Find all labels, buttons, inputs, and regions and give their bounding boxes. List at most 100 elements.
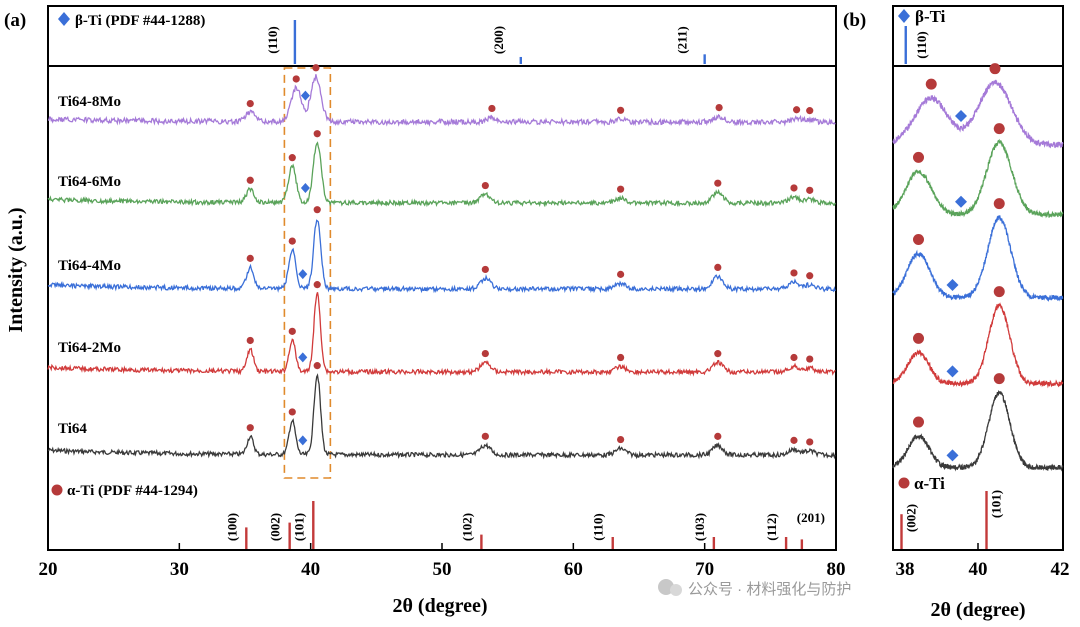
alpha-ref-hkl-label: (100) xyxy=(224,513,239,541)
xrd-curve-ti64 xyxy=(47,373,836,460)
alpha-peak-marker xyxy=(288,237,296,245)
alpha-peak-marker xyxy=(488,104,496,113)
x-tick-label-b: 38 xyxy=(896,559,915,580)
series-label: Ti64 xyxy=(58,421,87,437)
alpha-ti-legend-b-circle-icon xyxy=(898,477,910,489)
x-tick-label-a: 70 xyxy=(695,559,714,580)
alpha-peak-marker xyxy=(617,353,625,362)
alpha-peak-marker xyxy=(246,100,254,108)
alpha-peak-marker xyxy=(312,64,320,72)
alpha-peak-marker-b xyxy=(925,78,937,90)
alpha-peak-marker xyxy=(617,185,625,193)
alpha-peak-marker xyxy=(288,327,296,335)
alpha-peak-marker xyxy=(292,75,300,83)
alpha-ref-hkl-label: (102) xyxy=(459,513,474,541)
beta-peak-marker-b xyxy=(955,195,967,208)
x-tick-label-a: 80 xyxy=(827,559,846,580)
alpha-peak-marker xyxy=(714,179,722,187)
alpha-peak-marker-b xyxy=(989,63,1001,75)
alpha-ti-legend-circle-icon xyxy=(51,484,63,496)
beta-ti-legend-b-diamond-icon xyxy=(898,9,910,23)
panel-label-a: (a) xyxy=(4,10,26,31)
alpha-peak-marker xyxy=(481,432,489,440)
alpha-peak-marker xyxy=(806,107,814,115)
alpha-ti-legend-label: α-Ti (PDF #44-1294) xyxy=(67,483,198,499)
alpha-ref-hkl-label: (103) xyxy=(692,513,707,541)
series-label: Ti64-2Mo xyxy=(58,340,121,356)
x-tick-label-a: 60 xyxy=(564,559,583,580)
beta-ti-legend-label: β-Ti (PDF #44-1288) xyxy=(75,13,205,29)
alpha-peak-marker xyxy=(714,263,722,271)
x-tick-label-b: 40 xyxy=(969,559,988,580)
watermark-logo-icon-2 xyxy=(670,584,682,596)
beta-ti-legend-b-label: β-Ti xyxy=(915,7,946,26)
peak-markers xyxy=(246,63,1005,462)
xrd-zoom-curve-ti64-6mo xyxy=(892,138,1064,219)
beta-ref-hkl-label: (110) xyxy=(265,26,280,53)
alpha-peak-marker xyxy=(790,269,798,277)
beta-ref-hkl-label: (211) xyxy=(675,26,690,53)
alpha-peak-marker xyxy=(806,272,814,280)
alpha-ti-legend-b-label: α-Ti xyxy=(914,474,945,493)
alpha-peak-marker-b xyxy=(913,234,924,246)
x-tick-label-b: 42 xyxy=(1051,559,1070,580)
alpha-peak-marker xyxy=(313,362,321,370)
alpha-ref-hkl-label-b: (101) xyxy=(989,490,1004,518)
alpha-peak-marker xyxy=(715,103,723,112)
x-tick-label-a: 20 xyxy=(39,559,58,580)
alpha-peak-marker xyxy=(790,353,798,362)
alpha-ref-hkl-label: (110) xyxy=(591,513,606,540)
alpha-peak-marker xyxy=(790,184,798,192)
panel-a-plot-frame xyxy=(47,65,837,551)
alpha-peak-marker-b xyxy=(913,151,924,163)
alpha-peak-marker xyxy=(481,349,489,358)
alpha-ref-hkl-label-b: (002) xyxy=(904,504,919,532)
alpha-ref-hkl-label: (002) xyxy=(268,513,283,541)
beta-peak-marker xyxy=(300,182,310,193)
alpha-peak-marker xyxy=(313,281,321,289)
alpha-peak-marker xyxy=(806,355,814,363)
xrd-zoom-curve-ti64-8mo xyxy=(892,79,1064,149)
xrd-zoom-curve-ti64 xyxy=(892,389,1064,472)
beta-peak-marker-b xyxy=(946,449,959,462)
alpha-peak-marker xyxy=(714,350,722,358)
alpha-ref-hkl-label: (112) xyxy=(764,513,779,540)
alpha-peak-marker-b xyxy=(993,198,1005,210)
alpha-peak-marker xyxy=(246,424,254,432)
beta-peak-marker xyxy=(300,90,310,101)
alpha-peak-marker xyxy=(288,408,296,416)
alpha-peak-marker-b xyxy=(993,373,1005,385)
beta-peak-marker-b xyxy=(955,110,967,123)
xrd-curve-ti64-8mo xyxy=(47,74,836,127)
x-tick-label-a: 30 xyxy=(170,559,189,580)
x-tick-label-a: 40 xyxy=(301,559,320,580)
alpha-peak-marker xyxy=(806,186,814,194)
alpha-peak-marker xyxy=(246,176,254,184)
alpha-peak-marker xyxy=(790,436,798,444)
xrd-curve-ti64-2mo xyxy=(47,292,836,377)
beta-ref-hkl-label-b: (110) xyxy=(914,31,929,58)
diffraction-curves xyxy=(47,74,1064,472)
alpha-ref-hkl-label: (201) xyxy=(797,510,825,525)
beta-ti-legend-diamond-icon xyxy=(58,12,70,26)
x-axis-title-a: 2θ (degree) xyxy=(392,595,487,617)
alpha-peak-marker xyxy=(714,432,722,440)
beta-peak-marker xyxy=(298,352,308,363)
axis-ticks: 20 30 40 50 60 70 80 38 40 42 xyxy=(39,543,1070,580)
alpha-peak-marker-b xyxy=(993,123,1005,135)
panel-label-b: (b) xyxy=(843,10,866,31)
xrd-curve-ti64-4mo xyxy=(47,219,836,294)
alpha-peak-marker xyxy=(313,130,321,138)
alpha-peak-marker xyxy=(288,154,296,162)
alpha-peak-marker-b xyxy=(993,286,1005,298)
y-axis-title: Intensity (a.u.) xyxy=(5,207,27,332)
alpha-peak-marker xyxy=(481,181,489,190)
series-label: Ti64-4Mo xyxy=(58,258,121,274)
x-axis-title-b: 2θ (degree) xyxy=(930,599,1025,621)
alpha-ref-hkl-label: (101) xyxy=(291,513,306,541)
x-tick-label-a: 50 xyxy=(433,559,452,580)
alpha-peak-marker xyxy=(617,106,625,114)
alpha-peak-marker xyxy=(481,265,489,274)
alpha-peak-marker xyxy=(313,206,321,214)
